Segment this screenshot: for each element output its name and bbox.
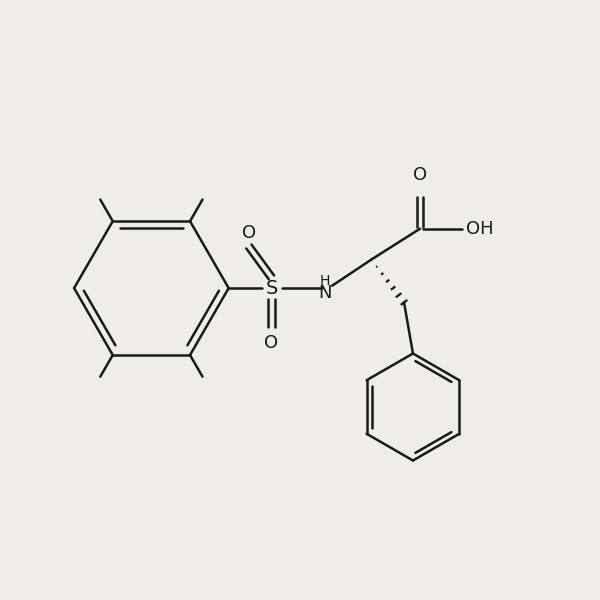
Text: S: S xyxy=(265,278,278,298)
Text: H: H xyxy=(320,274,330,288)
Text: O: O xyxy=(265,334,278,352)
Text: O: O xyxy=(242,224,256,242)
Text: OH: OH xyxy=(466,220,493,238)
Text: O: O xyxy=(413,166,427,184)
Text: N: N xyxy=(318,284,332,302)
